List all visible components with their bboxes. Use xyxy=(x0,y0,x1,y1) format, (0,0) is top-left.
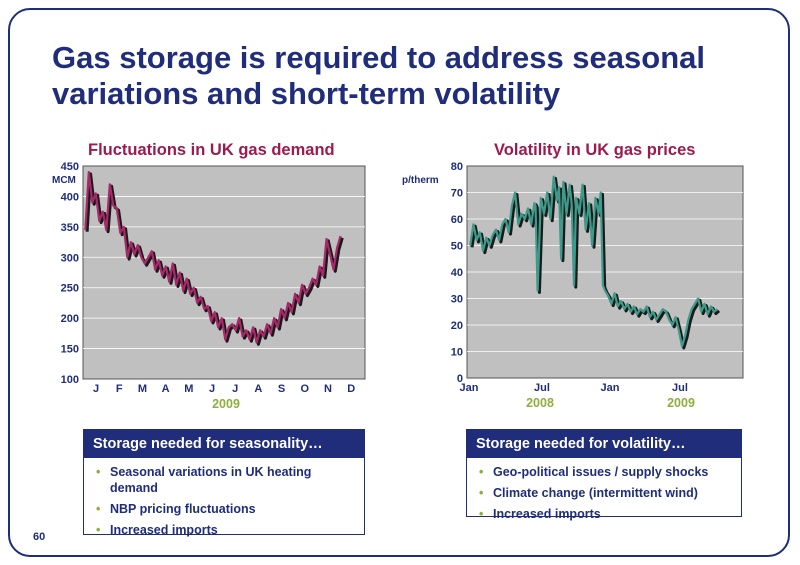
demand-chart: 100 150 200 250 300 350 400 450 MCM J F M A M J J A S O N D 2… xyxy=(52,161,366,411)
x-tick-label: M xyxy=(138,383,147,395)
y-tick-label: 20 xyxy=(451,320,463,332)
seasonality-list: Seasonal variations in UK heating demand… xyxy=(84,458,364,547)
list-item: NBP pricing fluctuations xyxy=(96,501,356,517)
price-chart-title: Volatility in UK gas prices xyxy=(494,141,696,159)
x-tick-label: Jul xyxy=(534,382,550,394)
y-tick-label: 200 xyxy=(61,313,79,325)
slide-title: Gas storage is required to address seaso… xyxy=(52,40,705,111)
series-line xyxy=(84,171,342,344)
volatility-box: Storage needed for volatility… Geo-polit… xyxy=(466,429,742,522)
y-tick-label: 30 xyxy=(451,294,463,306)
x-tick-label: J xyxy=(93,383,99,395)
x-tick-label: N xyxy=(324,383,332,395)
list-item: Climate change (intermittent wind) xyxy=(479,485,733,501)
list-item: Geo-political issues / supply shocks xyxy=(479,464,733,480)
y-tick-label: 60 xyxy=(451,214,463,226)
x-tick-label: Jul xyxy=(672,382,688,394)
y-axis-label: p/therm xyxy=(402,175,439,186)
x-tick-label: Jan xyxy=(601,382,620,394)
price-chart: 0 10 20 30 40 50 60 70 80 p/therm Jan Jul Jan Jul 2008… xyxy=(402,161,744,410)
y-tick-label: 50 xyxy=(451,241,463,253)
y-axis-label: MCM xyxy=(52,175,76,186)
x-tick-label: J xyxy=(209,383,215,395)
year-label: 2009 xyxy=(212,397,240,411)
x-tick-label: D xyxy=(347,383,355,395)
year-label: 2008 xyxy=(526,396,554,410)
y-tick-label: 10 xyxy=(451,347,463,359)
x-tick-label: Jan xyxy=(460,382,479,394)
series-line-shadow xyxy=(85,172,344,346)
list-item: Increased imports xyxy=(479,506,733,522)
y-tick-label: 150 xyxy=(61,344,79,356)
x-tick-label: S xyxy=(278,383,285,395)
y-tick-label: 400 xyxy=(61,191,79,203)
y-tick-label: 40 xyxy=(451,267,463,279)
x-tick-label: F xyxy=(116,383,123,395)
year-label: 2009 xyxy=(667,396,695,410)
page-number: 60 xyxy=(33,531,46,543)
y-tick-label: 100 xyxy=(61,374,79,386)
slide-frame xyxy=(8,8,790,557)
y-tick-label: 70 xyxy=(451,188,463,200)
list-item: Increased imports xyxy=(96,522,356,538)
y-tick-label: 0 xyxy=(457,373,463,385)
seasonality-box: Storage needed for seasonality… Seasonal… xyxy=(83,429,365,538)
demand-chart-title: Fluctuations in UK gas demand xyxy=(88,141,335,159)
series-line xyxy=(469,175,719,348)
y-tick-label: 350 xyxy=(61,222,79,234)
volatility-box-header: Storage needed for volatility… xyxy=(467,430,741,458)
y-tick-label: 80 xyxy=(451,161,463,173)
seasonality-box-header: Storage needed for seasonality… xyxy=(84,430,364,458)
y-tick-label: 300 xyxy=(61,252,79,264)
x-tick-label: A xyxy=(162,383,170,395)
y-tick-label: 250 xyxy=(61,283,79,295)
y-tick-label: 450 xyxy=(61,161,79,173)
x-tick-label: J xyxy=(232,383,238,395)
x-tick-label: M xyxy=(184,383,193,395)
volatility-list: Geo-political issues / supply shocks Cli… xyxy=(467,458,741,531)
x-tick-label: A xyxy=(254,383,262,395)
list-item: Seasonal variations in UK heating demand xyxy=(96,464,356,496)
x-tick-label: O xyxy=(301,383,310,395)
